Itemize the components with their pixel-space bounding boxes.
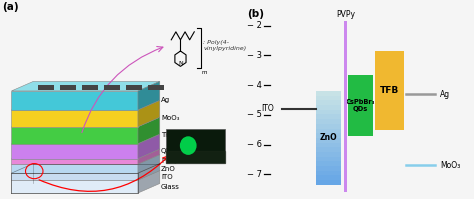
Text: ITO: ITO bbox=[262, 104, 274, 113]
Bar bbox=[316, 96, 341, 100]
Polygon shape bbox=[126, 85, 142, 91]
Bar bbox=[374, 51, 404, 130]
Text: − 5: − 5 bbox=[247, 110, 262, 119]
Bar bbox=[316, 129, 341, 133]
Bar bbox=[316, 142, 341, 147]
Polygon shape bbox=[11, 155, 160, 164]
Polygon shape bbox=[138, 155, 160, 173]
Bar bbox=[316, 161, 341, 166]
Bar bbox=[316, 124, 341, 129]
Bar bbox=[316, 133, 341, 138]
Polygon shape bbox=[11, 81, 160, 91]
Polygon shape bbox=[11, 171, 160, 180]
Text: − 3: − 3 bbox=[246, 51, 262, 60]
Polygon shape bbox=[38, 85, 54, 91]
Polygon shape bbox=[11, 100, 160, 110]
Polygon shape bbox=[138, 81, 160, 110]
Text: Ag: Ag bbox=[161, 97, 170, 103]
Polygon shape bbox=[11, 127, 138, 144]
Text: PVPy: PVPy bbox=[161, 158, 178, 164]
Bar bbox=[165, 129, 225, 163]
Polygon shape bbox=[11, 164, 160, 173]
Polygon shape bbox=[11, 144, 138, 159]
Bar bbox=[316, 175, 341, 180]
Text: ZnO: ZnO bbox=[161, 166, 176, 172]
Bar bbox=[344, 21, 347, 192]
Bar bbox=[316, 100, 341, 105]
Bar bbox=[316, 105, 341, 110]
Text: m: m bbox=[201, 70, 207, 75]
Bar bbox=[316, 157, 341, 161]
Polygon shape bbox=[11, 149, 160, 159]
Polygon shape bbox=[138, 164, 160, 180]
Polygon shape bbox=[11, 117, 160, 127]
Bar bbox=[316, 180, 341, 185]
Text: CsPbBr₃
QDs: CsPbBr₃ QDs bbox=[346, 99, 375, 112]
Polygon shape bbox=[138, 117, 160, 144]
Bar bbox=[316, 114, 341, 119]
Text: ZnO: ZnO bbox=[319, 133, 337, 142]
Text: PVPy: PVPy bbox=[336, 10, 355, 19]
Bar bbox=[316, 138, 341, 142]
Text: (b): (b) bbox=[247, 9, 264, 20]
Text: (a): (a) bbox=[2, 2, 19, 12]
Bar bbox=[316, 119, 341, 124]
Polygon shape bbox=[165, 151, 225, 163]
Polygon shape bbox=[11, 91, 138, 110]
Polygon shape bbox=[138, 100, 160, 127]
Text: TFB: TFB bbox=[380, 86, 399, 95]
Polygon shape bbox=[11, 164, 138, 173]
Ellipse shape bbox=[180, 136, 197, 155]
Bar bbox=[316, 91, 341, 185]
Text: N: N bbox=[178, 61, 183, 66]
Text: : Poly(4-
vinylpyridine): : Poly(4- vinylpyridine) bbox=[203, 40, 246, 51]
Text: − 2: − 2 bbox=[247, 21, 262, 30]
Polygon shape bbox=[11, 134, 160, 144]
Polygon shape bbox=[104, 85, 120, 91]
Text: MoO₃: MoO₃ bbox=[161, 115, 179, 121]
Text: Glass: Glass bbox=[161, 183, 180, 190]
Text: − 6: − 6 bbox=[246, 140, 262, 149]
Polygon shape bbox=[138, 149, 160, 164]
Text: Ag: Ag bbox=[440, 90, 450, 99]
Polygon shape bbox=[148, 85, 164, 91]
Text: − 4: − 4 bbox=[247, 81, 262, 90]
Text: − 7: − 7 bbox=[246, 170, 262, 179]
Polygon shape bbox=[11, 159, 138, 164]
Polygon shape bbox=[11, 173, 138, 180]
Bar bbox=[316, 166, 341, 171]
Bar bbox=[316, 91, 341, 96]
Polygon shape bbox=[138, 134, 160, 159]
Text: ITO: ITO bbox=[161, 174, 173, 180]
Text: QD: QD bbox=[161, 148, 172, 154]
Text: MoO₃: MoO₃ bbox=[440, 161, 460, 170]
Polygon shape bbox=[138, 171, 160, 193]
Bar bbox=[316, 171, 341, 175]
Bar bbox=[348, 75, 373, 136]
Polygon shape bbox=[60, 85, 76, 91]
Polygon shape bbox=[11, 180, 138, 193]
Polygon shape bbox=[82, 85, 98, 91]
Polygon shape bbox=[11, 110, 138, 127]
Bar bbox=[316, 110, 341, 114]
Bar bbox=[316, 152, 341, 157]
Bar bbox=[316, 147, 341, 152]
Text: TFB: TFB bbox=[161, 132, 174, 138]
